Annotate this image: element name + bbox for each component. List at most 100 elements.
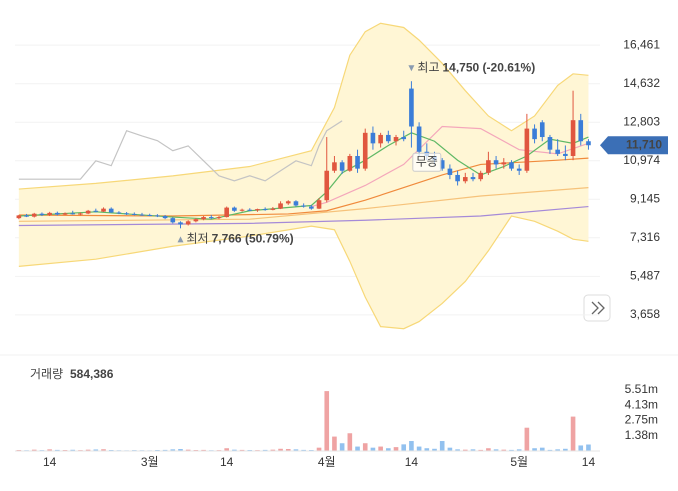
candle-body [378,134,383,144]
x-tick-label: 14 [582,455,596,469]
candle-body [509,162,514,169]
candle-body [470,177,476,180]
candle-body [62,213,68,215]
candle-body [16,215,22,219]
y-tick-label: 10,974 [623,153,660,167]
candle-body [316,200,322,209]
volume-bar [570,416,576,451]
volume-bar [401,444,407,451]
volume-tick-label: 5.51m [625,382,658,396]
candle-body [332,162,337,171]
candle-body [285,201,291,204]
candle-body [409,88,414,127]
candle-body [563,153,568,156]
volume-bar [501,449,507,451]
volume-bar [355,446,360,451]
volume-bar [470,449,476,451]
volume-bar [563,448,568,451]
candle-body [386,134,391,142]
volume-bar [185,449,191,451]
candle-body [524,128,530,171]
candle-body [501,162,507,165]
candle-body [455,174,460,182]
ma-line [311,125,589,208]
candle-body [478,172,483,180]
candle-body [47,212,52,215]
candle-body [55,212,60,215]
candle-body [586,141,591,146]
y-tick-label: 12,803 [623,114,660,128]
candle-body [116,212,122,214]
candle-body [347,155,353,171]
volume-bar [278,448,283,451]
candle-body [201,217,206,220]
x-tick-label: 14 [43,455,57,469]
volume-bar [555,449,560,451]
event-box [412,152,442,172]
price-tag [600,136,668,155]
volume-bar [393,447,399,451]
candle-body [393,137,399,142]
ma-line [18,157,589,217]
volume-bar [332,436,337,451]
band-line [18,22,589,190]
candle-body [516,168,522,171]
y-tick-label: 9,145 [630,191,660,205]
ma-line [18,205,589,227]
volume-bar [378,446,383,451]
volume-bar [455,449,460,451]
annotation-value: 14,750 (-20.61%) [443,60,536,74]
price-tag-label: 11,710 [626,137,662,151]
event-label: 무증 [416,154,438,168]
candle-body [101,208,106,212]
volume-bar [539,447,545,451]
candle-body [247,209,253,211]
candle-body [532,128,537,140]
volume-bar [316,447,322,451]
annotation-label: 최저 [186,232,208,246]
volume-bar [362,443,368,451]
volume-bar [47,449,52,451]
candle-body [124,213,129,215]
y-tick-label: 3,658 [630,307,660,321]
volume-bar [70,449,76,451]
candle-body [155,215,160,217]
volume-bar [370,447,376,451]
volume-bar [55,449,60,451]
volume-bar [285,449,291,451]
candle-body [486,160,491,173]
candle-body [439,160,445,169]
volume-bar [301,449,306,451]
candle-body [132,213,137,215]
candle-body [31,213,37,217]
volume-bar [347,433,353,451]
y-tick-label: 7,316 [630,230,660,244]
candle-body [401,137,407,140]
volume-bar [239,449,245,451]
candle-body [170,218,176,223]
candle-body [309,206,314,209]
candle-body [85,210,91,214]
candle-body [555,149,560,154]
candle-body [462,177,468,182]
volume-bar [439,441,445,451]
volume-bar [424,448,430,451]
expand-button[interactable] [583,294,611,322]
candle-body [178,222,183,225]
candle-body [208,217,214,219]
candle-body [239,209,245,211]
volume-bar [462,449,468,451]
volume-bar [516,449,522,451]
candle-body [416,126,422,152]
candle-body [539,122,545,138]
volume-bar [524,427,530,451]
band-line [18,215,589,330]
volume-bar [509,449,514,451]
volume-tick-label: 1.38m [625,428,658,442]
candle-body [70,213,76,215]
volume-bar [31,449,37,451]
candle-body [24,215,29,217]
candle-body [232,207,237,211]
volume-bar [262,449,268,451]
